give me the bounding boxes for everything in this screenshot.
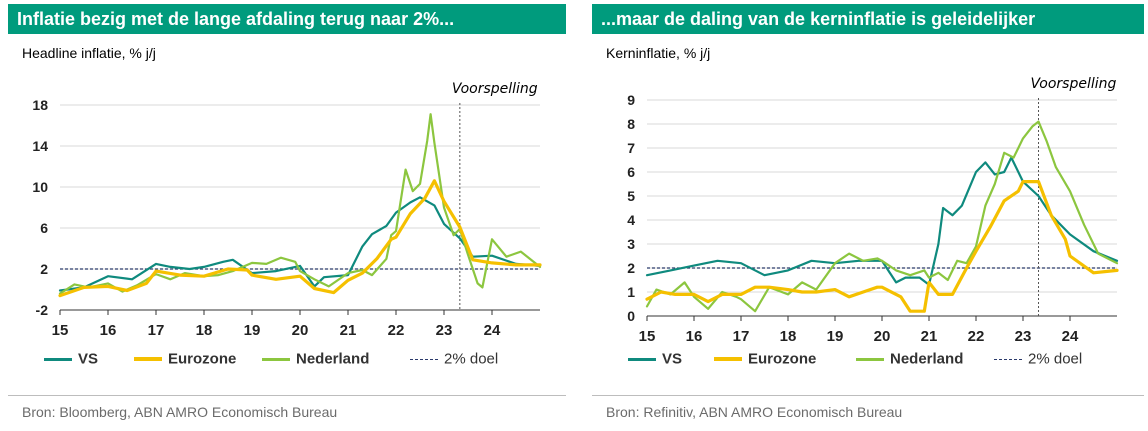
- chart-subtitle: Kerninflatie, % j/j: [606, 45, 711, 61]
- chart-panel-headline: Inflatie bezig met de lange afdaling ter…: [8, 0, 566, 431]
- line-chart-headline: -2 2 6 10 14 18 15 16 17 18 19 20 21 22 23 24 Voorspelli…: [32, 81, 542, 339]
- x-tick-label: 22: [388, 322, 405, 339]
- x-tick-label: 24: [484, 322, 501, 339]
- series-line-nederland: [645, 120, 1119, 313]
- x-tick-label: 22: [968, 328, 985, 345]
- legend-label-target: 2% doel: [1028, 350, 1083, 368]
- y-tick-label: -2: [36, 302, 49, 318]
- legend-label-eurozone: Eurozone: [748, 350, 817, 368]
- series-line-vs: [58, 196, 542, 292]
- x-tick-label: 21: [340, 322, 357, 339]
- legend-swatch-nederland: [262, 357, 290, 361]
- chart-panel-core: ...maar de daling van de kerninflatie is…: [592, 0, 1144, 431]
- y-tick-label: 8: [627, 116, 635, 132]
- legend-label-target: 2% doel: [444, 350, 499, 368]
- x-tick-label: 15: [52, 322, 69, 339]
- legend-item-target: 2% doel: [410, 350, 498, 368]
- forecast-label: Voorspelling: [452, 81, 538, 97]
- x-tick-label: 21: [921, 328, 938, 345]
- legend-item-target: 2% doel: [994, 350, 1082, 368]
- y-tick-label: 18: [32, 97, 48, 113]
- legend-swatch-target: [994, 358, 1022, 360]
- legend-item-nederland: Nederland: [262, 350, 369, 368]
- y-tick-label: 2: [627, 260, 635, 276]
- x-tick-label: 24: [1062, 328, 1079, 345]
- footer-divider: [592, 395, 1144, 396]
- legend-item-nederland: Nederland: [856, 350, 963, 368]
- footer-divider: [8, 395, 566, 396]
- legend-swatch-vs: [44, 357, 72, 361]
- x-tick-label: 23: [1015, 328, 1032, 345]
- series-line-eurozone: [58, 179, 542, 298]
- legend-label-vs: VS: [662, 350, 683, 368]
- x-tick-label: 23: [436, 322, 453, 339]
- legend-item-eurozone: Eurozone: [714, 350, 816, 368]
- x-tick-label: 19: [244, 322, 261, 339]
- x-tick-label: 20: [292, 322, 309, 339]
- source-note: Bron: Bloomberg, ABN AMRO Economisch Bur…: [22, 404, 338, 420]
- series-line-vs: [645, 156, 1119, 286]
- legend-swatch-eurozone: [134, 357, 162, 362]
- legend-item-vs: VS: [628, 350, 682, 368]
- source-note: Bron: Refinitiv, ABN AMRO Economisch Bur…: [606, 404, 903, 420]
- x-tick-label: 19: [827, 328, 844, 345]
- y-tick-label: 0: [627, 308, 635, 324]
- y-tick-label: 6: [627, 164, 635, 180]
- x-tick-label: 16: [100, 322, 117, 339]
- y-tick-label: 2: [40, 261, 48, 277]
- forecast-label: Voorspelling: [1031, 76, 1117, 92]
- legend-label-vs: VS: [78, 350, 99, 368]
- legend-label-nederland: Nederland: [890, 350, 964, 368]
- legend-swatch-eurozone: [714, 357, 742, 362]
- panel-title: ...maar de daling van de kerninflatie is…: [592, 4, 1144, 34]
- y-tick-label: 9: [627, 92, 635, 108]
- x-tick-label: 18: [780, 328, 797, 345]
- x-tick-label: 16: [686, 328, 703, 345]
- legend-label-eurozone: Eurozone: [168, 350, 237, 368]
- legend-swatch-target: [410, 358, 438, 360]
- y-tick-label: 6: [40, 220, 48, 236]
- x-tick-label: 15: [639, 328, 656, 345]
- y-tick-label: 1: [627, 284, 635, 300]
- legend-swatch-vs: [628, 357, 656, 361]
- x-tick-label: 17: [148, 322, 165, 339]
- y-tick-label: 3: [627, 236, 635, 252]
- chart-subtitle: Headline inflatie, % j/j: [22, 45, 156, 61]
- y-tick-label: 7: [627, 140, 635, 156]
- y-tick-label: 5: [627, 188, 635, 204]
- legend-label-nederland: Nederland: [296, 350, 370, 368]
- x-tick-label: 20: [874, 328, 891, 345]
- y-tick-label: 10: [32, 179, 48, 195]
- series-line-eurozone: [645, 180, 1119, 313]
- legend-item-vs: VS: [44, 350, 98, 368]
- x-tick-label: 17: [733, 328, 750, 345]
- legend-swatch-nederland: [856, 357, 884, 361]
- legend-item-eurozone: Eurozone: [134, 350, 236, 368]
- x-tick-label: 18: [196, 322, 213, 339]
- y-tick-label: 4: [627, 212, 635, 228]
- y-tick-label: 14: [32, 138, 48, 154]
- panel-title: Inflatie bezig met de lange afdaling ter…: [8, 4, 566, 34]
